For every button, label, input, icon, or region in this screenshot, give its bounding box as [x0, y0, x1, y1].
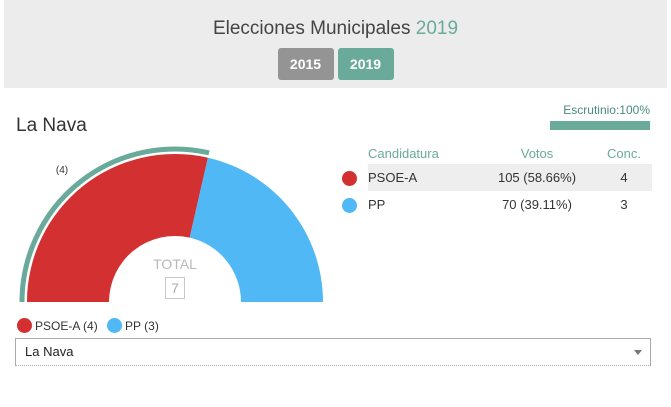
scrutiny-indicator: Escrutinio:100%	[550, 103, 650, 130]
party-name: PSOE-A	[368, 164, 478, 191]
municipality-select-value: La Nava	[25, 344, 74, 359]
legend-label: PP (3)	[125, 318, 159, 333]
legend-item-pp[interactable]: PP (3)	[107, 318, 159, 333]
title-text: Elecciones Municipales	[212, 18, 411, 39]
year-2015-button[interactable]: 2015	[277, 48, 334, 80]
seat-segment-pp[interactable]	[189, 157, 323, 302]
chevron-down-icon	[634, 350, 642, 355]
legend-color-dot	[17, 318, 32, 333]
results-table: Candidatura Votos Conc. PSOE-A 105 (58.6…	[330, 142, 652, 218]
seats-chart: (4) TOTAL 7	[19, 146, 332, 306]
scrutiny-progress-fill	[550, 121, 650, 130]
municipality-select[interactable]: La Nava	[15, 338, 651, 366]
header-bar: Elecciones Municipales 2019 2015 2019	[4, 0, 667, 88]
page-title: Elecciones Municipales 2019	[4, 18, 667, 40]
header-party: Candidatura	[368, 145, 439, 161]
municipality-title: La Nava	[16, 115, 87, 136]
party-color-cell	[330, 191, 368, 218]
table-row: PSOE-A 105 (58.66%) 4	[330, 164, 652, 191]
total-label: TOTAL	[153, 256, 197, 272]
party-color-dot	[341, 197, 357, 213]
party-color-dot	[341, 170, 357, 186]
party-name: PP	[368, 197, 386, 212]
party-votes: 105 (58.66%)	[478, 164, 596, 191]
year-tabs: 2015 2019	[4, 48, 667, 80]
legend-item-psoe[interactable]: PSOE-A (4)	[17, 318, 98, 333]
year-2019-button[interactable]: 2019	[337, 48, 394, 80]
party-votes: 70 (39.11%)	[502, 197, 572, 212]
header-seats: Conc.	[607, 145, 641, 161]
party-seats: 4	[596, 164, 652, 191]
winner-highlight-ring	[19, 146, 210, 303]
header-dot-cell	[330, 142, 368, 164]
table-row: PP 70 (39.11%) 3	[330, 191, 652, 218]
legend-color-dot	[107, 318, 123, 333]
legend-label: PSOE-A (4)	[35, 318, 98, 333]
seats-chart-svg: (4)	[19, 146, 323, 303]
party-seats: 3	[620, 197, 628, 212]
results-header-row: Candidatura Votos Conc.	[330, 142, 652, 164]
total-seats-value: 7	[165, 277, 185, 299]
scrutiny-progress-track	[550, 121, 650, 130]
party-color-cell	[330, 164, 368, 191]
title-year: 2019	[415, 18, 459, 39]
seat-count-label: (4)	[56, 165, 68, 176]
scrutiny-label: Escrutinio:100%	[563, 103, 650, 117]
header-votes: Votos	[520, 145, 554, 161]
seat-segment-psoe-a[interactable]	[27, 154, 208, 302]
chart-legend: PSOE-A (4) PP (3)	[17, 318, 165, 336]
